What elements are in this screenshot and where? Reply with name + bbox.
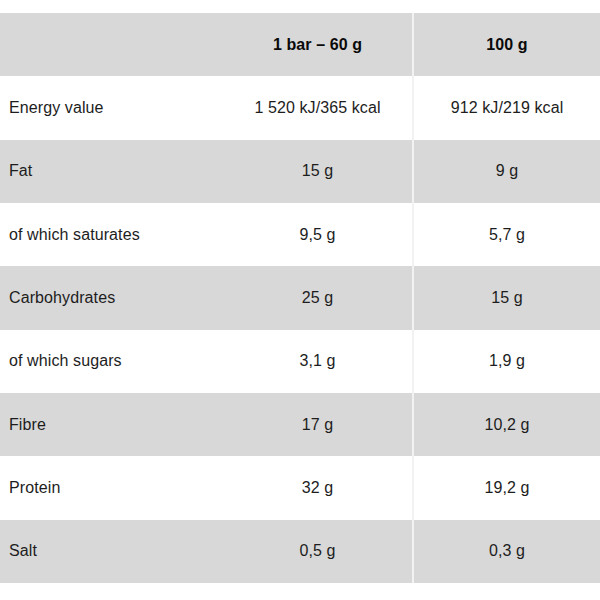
value-per-100g: 9 g — [412, 140, 600, 203]
row-label: Salt — [0, 520, 223, 583]
row-label: of which saturates — [0, 203, 223, 266]
table-row-energy: Energy value 1 520 kJ/365 kcal 912 kJ/21… — [0, 76, 600, 139]
row-label: Energy value — [0, 76, 223, 139]
table-row-carbohydrates: Carbohydrates 25 g 15 g — [0, 266, 600, 329]
value-per-bar: 32 g — [223, 456, 412, 519]
value-per-bar: 15 g — [223, 140, 412, 203]
value-per-100g: 1,9 g — [412, 330, 600, 393]
value-per-100g: 15 g — [412, 266, 600, 329]
row-label: Carbohydrates — [0, 266, 223, 329]
value-per-bar: 9,5 g — [223, 203, 412, 266]
value-per-bar: 25 g — [223, 266, 412, 329]
table-row-fat: Fat 15 g 9 g — [0, 140, 600, 203]
value-per-100g: 10,2 g — [412, 393, 600, 456]
value-per-100g: 0,3 g — [412, 520, 600, 583]
column-header-empty — [0, 13, 223, 76]
row-label: Fibre — [0, 393, 223, 456]
table-row-fibre: Fibre 17 g 10,2 g — [0, 393, 600, 456]
table-row-protein: Protein 32 g 19,2 g — [0, 456, 600, 519]
value-per-bar: 0,5 g — [223, 520, 412, 583]
value-per-100g: 5,7 g — [412, 203, 600, 266]
table-row-saturates: of which saturates 9,5 g 5,7 g — [0, 203, 600, 266]
column-header-per-100g: 100 g — [412, 13, 600, 76]
value-per-100g: 19,2 g — [412, 456, 600, 519]
value-per-bar: 3,1 g — [223, 330, 412, 393]
row-label: of which sugars — [0, 330, 223, 393]
value-per-bar: 1 520 kJ/365 kcal — [223, 76, 412, 139]
table-row-salt: Salt 0,5 g 0,3 g — [0, 520, 600, 583]
row-label: Fat — [0, 140, 223, 203]
nutrition-table: 1 bar – 60 g 100 g Energy value 1 520 kJ… — [0, 13, 600, 583]
table-row-sugars: of which sugars 3,1 g 1,9 g — [0, 330, 600, 393]
value-per-bar: 17 g — [223, 393, 412, 456]
row-label: Protein — [0, 456, 223, 519]
column-header-per-bar: 1 bar – 60 g — [223, 13, 412, 76]
table-header-row: 1 bar – 60 g 100 g — [0, 13, 600, 76]
value-per-100g: 912 kJ/219 kcal — [412, 76, 600, 139]
